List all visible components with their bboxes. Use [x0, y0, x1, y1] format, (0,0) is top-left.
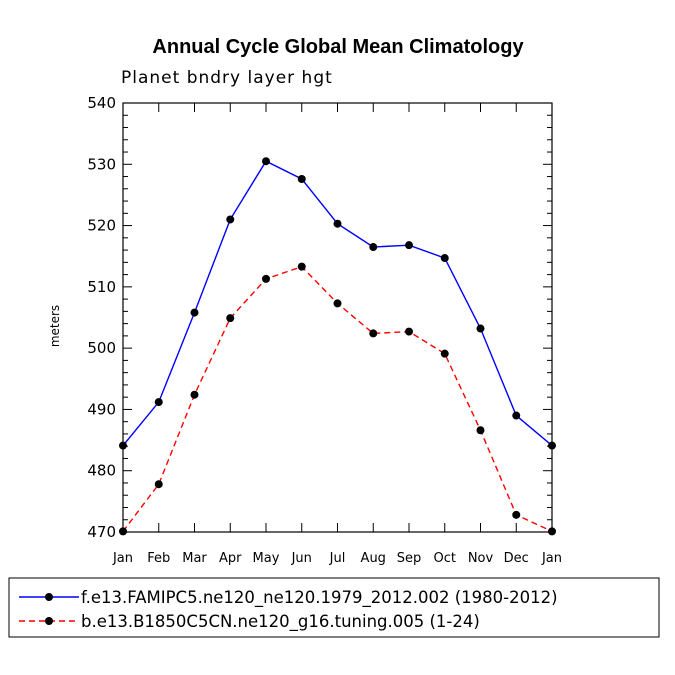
- chart-subtitle: Planet bndry layer hgt: [121, 68, 333, 88]
- data-point: [262, 157, 270, 166]
- data-point: [405, 241, 413, 250]
- data-point: [297, 174, 306, 183]
- legend-marker-2: [45, 617, 53, 625]
- y-tick-labels: 470 480 490 500 510 520 530 540: [87, 94, 116, 541]
- data-point: [369, 329, 378, 338]
- y-tick-label: 530: [87, 155, 116, 173]
- x-tick-label: Jul: [329, 551, 346, 566]
- y-tick-label: 480: [87, 462, 116, 480]
- data-point: [476, 426, 485, 435]
- data-point: [548, 527, 556, 536]
- data-point: [512, 411, 521, 420]
- y-tick-label: 500: [87, 339, 116, 357]
- data-point: [440, 349, 449, 358]
- x-tick-label: Aug: [361, 551, 386, 566]
- y-tick-label: 510: [87, 278, 116, 296]
- data-point: [548, 441, 556, 450]
- x-tick-label: Jan: [112, 551, 133, 566]
- legend-label-1: f.e13.FAMIPC5.ne120_ne120.1979_2012.002 …: [81, 588, 558, 608]
- data-point: [190, 390, 199, 399]
- data-point: [119, 527, 127, 536]
- x-tick-label: Sep: [397, 551, 422, 566]
- x-tick-label: Apr: [219, 551, 242, 566]
- data-point: [333, 219, 342, 228]
- data-point: [476, 324, 485, 333]
- axis-ticks: [122, 102, 553, 533]
- x-tick-label: Jun: [291, 551, 312, 566]
- legend-marker-1: [45, 593, 53, 601]
- data-point: [333, 299, 342, 308]
- x-tick-label: Mar: [182, 551, 207, 566]
- data-point: [226, 314, 235, 323]
- data-point: [154, 398, 163, 407]
- data-point: [119, 441, 127, 450]
- data-point: [190, 308, 199, 317]
- y-axis-label: meters: [48, 305, 62, 347]
- data-point: [440, 254, 449, 263]
- x-tick-label: Oct: [434, 551, 456, 566]
- chart-title: Annual Cycle Global Mean Climatology: [152, 36, 524, 58]
- y-tick-label: 490: [87, 400, 116, 418]
- y-tick-label: 470: [87, 523, 116, 541]
- series-lines: [122, 160, 553, 533]
- x-tick-label: Dec: [504, 551, 529, 566]
- y-tick-label: 520: [87, 217, 116, 235]
- x-tick-label: Nov: [468, 551, 494, 566]
- legend-label-2: b.e13.B1850C5CN.ne120_g16.tuning.005 (1-…: [81, 612, 480, 632]
- data-point: [262, 274, 270, 283]
- plot-frame: [122, 102, 553, 533]
- legend: f.e13.FAMIPC5.ne120_ne120.1979_2012.002 …: [19, 588, 558, 632]
- x-tick-label: May: [253, 551, 280, 566]
- x-tick-label: Feb: [147, 551, 170, 566]
- data-point: [297, 262, 306, 271]
- data-point: [405, 327, 413, 336]
- data-point: [369, 243, 378, 252]
- data-point: [154, 480, 163, 489]
- data-point: [226, 215, 235, 224]
- series-points: [119, 157, 556, 536]
- x-tick-label: Jan: [541, 551, 562, 566]
- legend-box: [8, 577, 660, 638]
- x-tick-labels: Jan Feb Mar Apr May Jun Jul Aug Sep Oct Nov Dec Jan: [112, 551, 562, 566]
- y-tick-label: 540: [87, 94, 116, 112]
- data-point: [512, 510, 521, 519]
